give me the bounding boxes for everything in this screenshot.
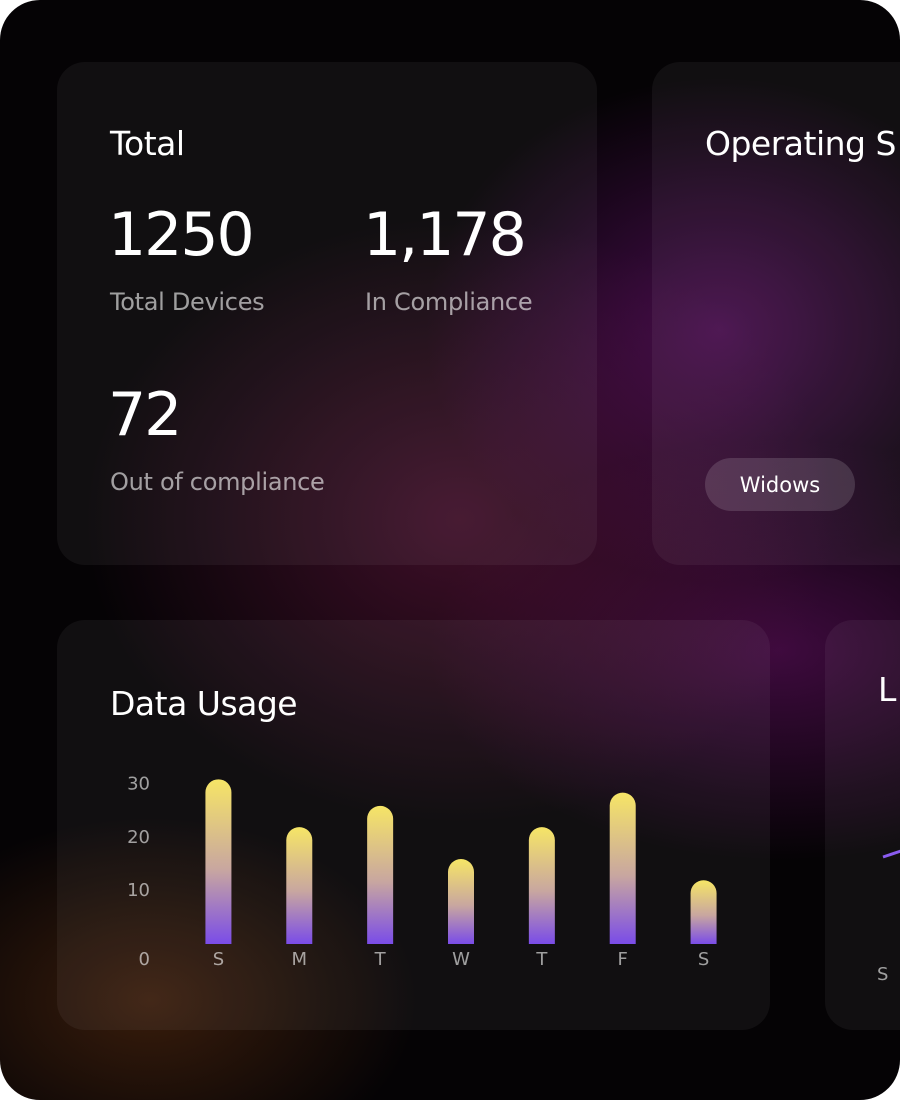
os-card: Operating S Widows <box>652 62 900 565</box>
stat-label: In Compliance <box>365 288 533 316</box>
y-tick-label: 0 <box>139 949 150 970</box>
bar <box>690 880 717 944</box>
side-card: L S <box>825 620 900 1030</box>
card-title: Data Usage <box>110 684 298 723</box>
x-tick-label: M <box>292 949 308 970</box>
x-tick-label: T <box>374 949 387 970</box>
x-tick-label: S <box>213 949 224 970</box>
stat-label: Out of compliance <box>110 468 325 496</box>
y-tick-label: 10 <box>127 880 150 901</box>
line-fragment <box>882 849 900 859</box>
x-tick-label: S <box>877 964 889 985</box>
x-tick-label: T <box>535 949 548 970</box>
bar <box>286 827 313 944</box>
x-tick-label: S <box>698 949 709 970</box>
total-card: Total 1250 Total Devices 1,178 In Compli… <box>57 62 597 565</box>
os-button[interactable]: Widows <box>705 458 855 511</box>
stat-value: 1,178 <box>363 200 527 270</box>
bar <box>367 805 394 944</box>
x-tick-label: F <box>618 949 628 970</box>
stat-value: 1250 <box>108 200 255 270</box>
bar <box>528 827 555 944</box>
card-title: Total <box>110 124 185 163</box>
y-tick-label: 30 <box>127 774 150 795</box>
bar <box>205 779 232 944</box>
stat-value: 72 <box>108 380 182 450</box>
x-tick-label: W <box>452 949 470 970</box>
usage-card: Data Usage <box>57 620 770 1030</box>
card-title: Operating S <box>705 124 896 163</box>
bar <box>448 859 474 944</box>
card-title: L <box>878 670 896 709</box>
y-tick-label: 20 <box>127 827 150 848</box>
stat-label: Total Devices <box>110 288 265 316</box>
bar <box>609 792 636 944</box>
